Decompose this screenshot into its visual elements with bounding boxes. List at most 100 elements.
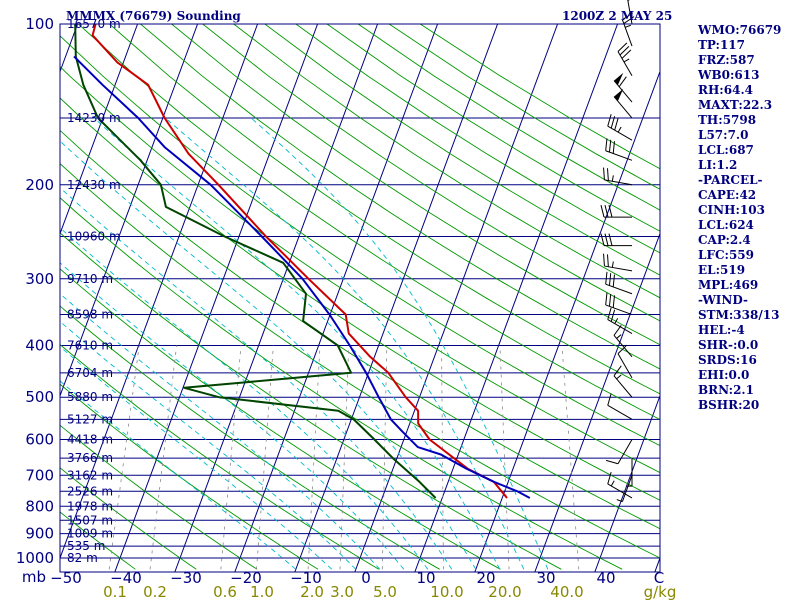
height-label: 1978 m — [67, 499, 113, 513]
sounding-time: 1200Z 2 MAY 25 — [562, 9, 673, 23]
isotherm — [354, 24, 559, 572]
dry-adiabat — [78, 24, 660, 421]
pressure-label: 700 — [25, 466, 54, 484]
wind-barb — [607, 114, 633, 141]
mixing-ratio-line — [499, 345, 510, 570]
index-line: LI:1.2 — [698, 158, 738, 172]
pressure-label: 1000 — [16, 549, 54, 567]
mixing-ratio-label: g/kg — [644, 583, 677, 600]
moist-adiabat — [60, 320, 357, 570]
temperature-tick-label: 40 — [596, 569, 615, 587]
index-line: TH:5798 — [698, 113, 757, 127]
dry-adiabat — [60, 232, 562, 570]
dry-adiabat — [109, 24, 660, 395]
pressure-label: 100 — [25, 15, 54, 33]
dry-adiabat — [60, 343, 380, 570]
moist-adiabat — [165, 117, 525, 570]
mixing-ratio-label: 20.0 — [488, 583, 521, 600]
temperature-tick-label: −50 — [50, 569, 82, 587]
mixing-ratio-label: 1.0 — [250, 583, 274, 600]
isotherm — [60, 24, 259, 560]
dry-adiabat — [60, 197, 623, 570]
dry-adiabat — [60, 129, 660, 530]
index-line: -PARCEL- — [698, 173, 763, 187]
pressure-label: 600 — [25, 431, 54, 449]
wind-barb — [603, 253, 633, 272]
isotherm — [60, 24, 139, 236]
wind-barb — [613, 325, 633, 358]
mixing-ratio-line — [307, 345, 321, 570]
dry-adiabat — [295, 24, 660, 254]
mixing-ratio-line — [441, 345, 444, 570]
wind-barb — [607, 471, 633, 499]
height-label: 4418 m — [67, 433, 113, 447]
index-line: LFC:559 — [698, 248, 754, 262]
pressure-label: 900 — [25, 525, 54, 543]
mixing-ratio-line — [256, 345, 274, 570]
parcel-profile — [73, 55, 531, 499]
height-label: 8598 m — [67, 308, 113, 322]
wind-barb — [600, 205, 632, 218]
index-line: EL:519 — [698, 263, 746, 277]
temperature-tick-label: −40 — [110, 569, 142, 587]
mixing-ratio-label: 0.2 — [143, 583, 167, 600]
moist-adiabat — [60, 187, 453, 570]
mixing-ratio-label: 5.0 — [373, 583, 397, 600]
height-label: 1507 m — [67, 513, 113, 527]
mixing-ratio-label: 0.6 — [213, 583, 237, 600]
wind-barb — [605, 439, 633, 465]
mixing-ratio-label: 10.0 — [430, 583, 463, 600]
index-line: CAPE:42 — [698, 188, 757, 202]
moist-adiabat — [60, 140, 477, 570]
index-line: FRZ:587 — [698, 53, 755, 67]
isotherm — [0, 24, 18, 572]
index-line: CINH:103 — [698, 203, 765, 217]
temperature-tick-label: C — [654, 569, 664, 587]
height-label: 14230 m — [67, 111, 121, 125]
wind-barb — [605, 138, 633, 161]
moist-adiabat — [60, 227, 429, 570]
dry-adiabat — [140, 24, 660, 370]
pressure-label: 500 — [25, 388, 54, 406]
indices-panel: WMO:76679 TP:117 FRZ:587 WB0:613 RH:64.4 MAXT… — [698, 23, 798, 413]
station-title: MMMX (76679) Sounding — [66, 9, 241, 23]
index-line: SHR-:0.0 — [698, 338, 759, 352]
pressure-label: 200 — [25, 176, 54, 194]
wind-barb — [607, 393, 633, 420]
temperature-tick-label: 20 — [476, 569, 495, 587]
height-label: 5880 m — [67, 390, 113, 404]
mixing-ratio-label: 2.0 — [300, 583, 324, 600]
wind-barb — [613, 88, 633, 119]
wind-barb — [613, 72, 633, 103]
height-label: 2526 m — [67, 484, 113, 498]
index-line: MPL:469 — [698, 278, 759, 292]
temperature-tick-label: −20 — [230, 569, 262, 587]
isotherm — [414, 24, 619, 572]
height-label: 12430 m — [67, 178, 121, 192]
index-line: RH:64.4 — [698, 83, 753, 97]
dry-adiabat — [171, 24, 660, 346]
index-line: LCL:687 — [698, 143, 754, 157]
wind-barb — [607, 307, 633, 335]
dry-adiabat — [202, 24, 660, 322]
height-label: 9710 m — [67, 272, 113, 286]
index-line: BSHR:20 — [698, 398, 760, 412]
index-line: L57:7.0 — [698, 128, 749, 142]
mixing-ratio-line — [339, 345, 350, 570]
dry-adiabat — [60, 268, 501, 570]
mixing-ratio-line — [108, 345, 140, 570]
pressure-label: mb — [22, 568, 46, 586]
wind-barb — [617, 344, 633, 379]
dry-adiabat — [60, 97, 660, 501]
temperature-tick-label: −30 — [170, 569, 202, 587]
index-line: -WIND- — [698, 293, 748, 307]
wind-barb — [605, 271, 633, 295]
moist-adiabat — [93, 117, 501, 570]
index-line: TP:117 — [698, 38, 746, 52]
index-line: EHI:0.0 — [698, 368, 750, 382]
moist-adiabat — [60, 293, 381, 570]
index-line: WMO:76679 — [698, 23, 782, 37]
dry-adiabat — [60, 163, 660, 559]
temperature-tick-label: 10 — [416, 569, 435, 587]
